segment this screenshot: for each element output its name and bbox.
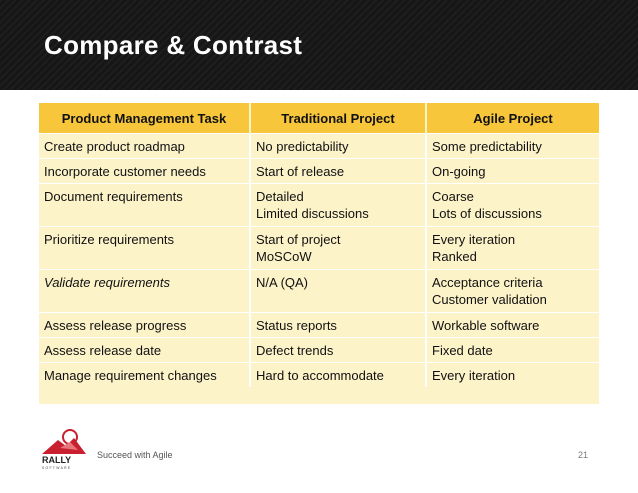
cell-line: Lots of discussions — [432, 206, 542, 221]
agile-cell: On-going — [426, 158, 599, 184]
cell-line: N/A (QA) — [256, 275, 309, 290]
page-number: 21 — [578, 450, 589, 460]
header-traditional: Traditional Project — [250, 103, 427, 134]
table-row: Incorporate customer needs Start of rele… — [39, 158, 599, 184]
cell-line: Acceptance criteria — [432, 275, 543, 290]
title-bar: Compare & Contrast — [0, 0, 638, 90]
header-agile: Agile Project — [426, 103, 599, 134]
cell-line: On-going — [432, 164, 486, 179]
task-cell: Validate requirements — [39, 269, 251, 313]
cell-line: Coarse — [432, 189, 474, 204]
cell-line: Defect trends — [256, 343, 334, 358]
agile-cell: Fixed date — [426, 337, 599, 363]
table-row: Assess release date Defect trends Fixed … — [39, 337, 599, 363]
table-row: Validate requirements N/A (QA) Acceptanc… — [39, 269, 599, 313]
agile-cell: Some predictability — [426, 133, 599, 159]
table-row: Prioritize requirements Start of project… — [39, 226, 599, 270]
cell-line: Ranked — [432, 249, 477, 264]
table-header-row: Product Management Task Traditional Proj… — [39, 103, 599, 134]
traditional-cell: Status reports — [250, 312, 427, 338]
agile-cell: Every iteration Ranked — [426, 226, 599, 270]
traditional-cell: Start of release — [250, 158, 427, 184]
cell-line: Limited discussions — [256, 206, 369, 221]
task-cell: Incorporate customer needs — [39, 158, 251, 184]
cell-line: Start of release — [256, 164, 345, 179]
cell-line: Customer validation — [432, 292, 547, 307]
cell-line: Workable software — [432, 318, 540, 333]
cell-line: Every iteration — [432, 368, 516, 383]
cell-line: Start of project — [256, 232, 341, 247]
agile-cell: Acceptance criteria Customer validation — [426, 269, 599, 313]
table-row: Document requirements Detailed Limited d… — [39, 183, 599, 227]
traditional-cell: No predictability — [250, 133, 427, 159]
rally-logo: RALLY SOFTWARE — [42, 429, 86, 470]
cell-line: No predictability — [256, 139, 349, 154]
table-row: Create product roadmap No predictability… — [39, 133, 599, 159]
traditional-cell: Defect trends — [250, 337, 427, 363]
task-cell: Assess release date — [39, 337, 251, 363]
traditional-cell: Start of project MoSCoW — [250, 226, 427, 270]
logo-subtext: SOFTWARE — [42, 466, 72, 470]
traditional-cell: N/A (QA) — [250, 269, 427, 313]
comparison-table: Product Management Task Traditional Proj… — [39, 103, 599, 387]
slide-title: Compare & Contrast — [44, 30, 303, 60]
cell-line: MoSCoW — [256, 249, 312, 264]
cell-line: Detailed — [256, 189, 304, 204]
task-cell: Manage requirement changes — [39, 362, 251, 387]
cell-line: Status reports — [256, 318, 337, 333]
task-cell: Assess release progress — [39, 312, 251, 338]
agile-cell: Workable software — [426, 312, 599, 338]
cell-line: Some predictability — [432, 139, 542, 154]
traditional-cell: Hard to accommodate — [250, 362, 427, 387]
header-task: Product Management Task — [39, 103, 251, 134]
cell-line: Fixed date — [432, 343, 493, 358]
comparison-table-container: Product Management Task Traditional Proj… — [39, 103, 599, 404]
cell-line: Hard to accommodate — [256, 368, 384, 383]
cell-line: Every iteration — [432, 232, 516, 247]
task-cell: Prioritize requirements — [39, 226, 251, 270]
traditional-cell: Detailed Limited discussions — [250, 183, 427, 227]
agile-cell: Coarse Lots of discussions — [426, 183, 599, 227]
task-cell: Document requirements — [39, 183, 251, 227]
footer-tagline: Succeed with Agile — [97, 450, 173, 460]
table-row: Manage requirement changes Hard to accom… — [39, 362, 599, 387]
table-row: Assess release progress Status reports W… — [39, 312, 599, 338]
agile-cell: Every iteration — [426, 362, 599, 387]
task-cell: Create product roadmap — [39, 133, 251, 159]
logo-wordmark: RALLY — [42, 455, 71, 465]
